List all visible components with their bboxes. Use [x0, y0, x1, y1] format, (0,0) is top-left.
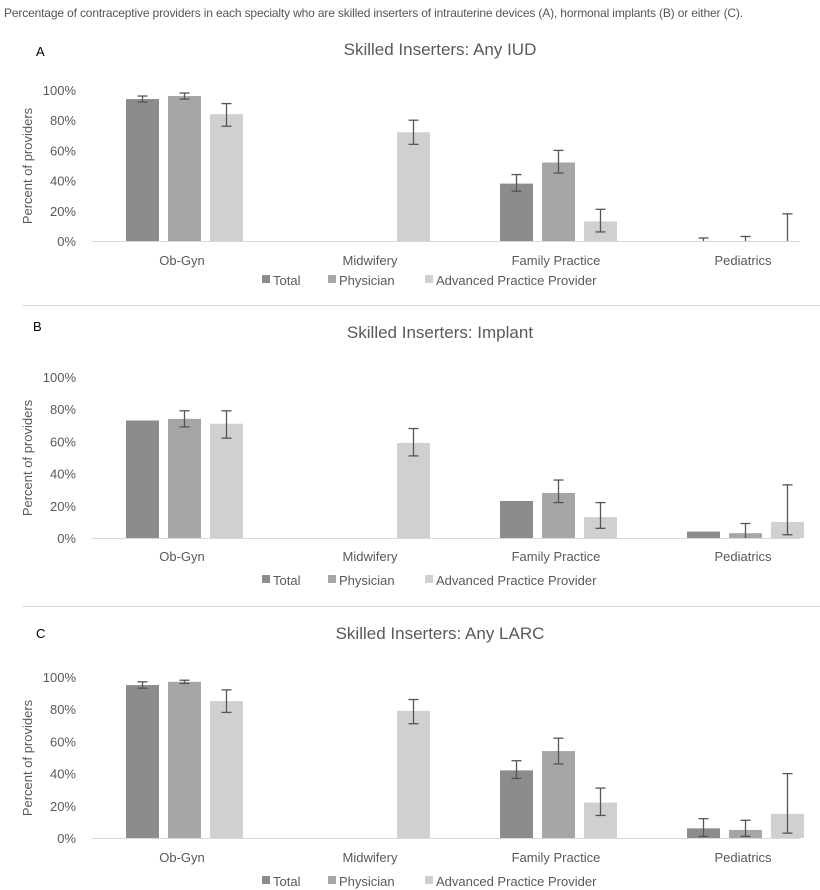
y-tick-label: 20% — [50, 204, 76, 219]
x-tick-label: Family Practice — [512, 850, 601, 865]
bar-physician-ob-gyn — [168, 681, 201, 838]
bar-advanced-practice-provider-midwifery — [397, 443, 430, 538]
x-tick-label: Pediatrics — [714, 850, 772, 865]
legend-swatch-total — [262, 275, 270, 283]
y-tick-label: 100% — [43, 370, 77, 385]
legend-label-advanced-practice-provider: Advanced Practice Provider — [436, 874, 597, 889]
chart-title: Skilled Inserters: Any IUD — [344, 40, 537, 59]
panel-letter: C — [36, 626, 45, 641]
x-tick-label: Pediatrics — [714, 549, 772, 564]
legend-swatch-total — [262, 876, 270, 884]
y-tick-label: 0% — [57, 234, 76, 249]
legend-swatch-physician — [328, 575, 336, 583]
bar-total-ob-gyn — [126, 685, 159, 838]
legend-swatch-advanced-practice-provider — [425, 876, 433, 884]
bar-physician-family-practice — [542, 162, 575, 241]
bar-total-pediatrics — [687, 531, 720, 538]
legend-label-total: Total — [273, 573, 301, 588]
panel-letter: A — [36, 44, 45, 59]
x-tick-label: Midwifery — [343, 253, 398, 268]
y-tick-label: 0% — [57, 831, 76, 846]
legend-swatch-advanced-practice-provider — [425, 575, 433, 583]
bar-advanced-practice-provider-midwifery — [397, 132, 430, 241]
bar-advanced-practice-provider-ob-gyn — [210, 423, 243, 538]
y-axis-label: Percent of providers — [20, 699, 35, 816]
legend-label-physician: Physician — [339, 874, 395, 889]
legend-label-advanced-practice-provider: Advanced Practice Provider — [436, 573, 597, 588]
figure-caption: Percentage of contraceptive providers in… — [4, 6, 743, 20]
legend-label-physician: Physician — [339, 573, 395, 588]
y-tick-label: 40% — [50, 467, 76, 482]
y-tick-label: 40% — [50, 767, 76, 782]
legend-label-advanced-practice-provider: Advanced Practice Provider — [436, 273, 597, 288]
x-tick-label: Family Practice — [512, 549, 601, 564]
x-tick-label: Midwifery — [343, 850, 398, 865]
bar-advanced-practice-provider-ob-gyn — [210, 701, 243, 838]
panel-divider — [22, 606, 820, 607]
y-tick-label: 80% — [50, 402, 76, 417]
panel-letter: B — [33, 319, 42, 334]
y-axis-label: Percent of providers — [20, 399, 35, 516]
legend-swatch-advanced-practice-provider — [425, 275, 433, 283]
y-axis-label: Percent of providers — [20, 107, 35, 224]
bar-total-family-practice — [500, 770, 533, 838]
chart-title: Skilled Inserters: Implant — [347, 323, 533, 342]
legend-swatch-total — [262, 575, 270, 583]
x-tick-label: Ob-Gyn — [159, 253, 205, 268]
bar-total-ob-gyn — [126, 420, 159, 538]
bar-total-family-practice — [500, 183, 533, 241]
y-tick-label: 80% — [50, 113, 76, 128]
x-tick-label: Pediatrics — [714, 253, 772, 268]
legend-label-total: Total — [273, 874, 301, 889]
y-tick-label: 100% — [43, 83, 77, 98]
bar-physician-family-practice — [542, 751, 575, 838]
legend-swatch-physician — [328, 275, 336, 283]
y-tick-label: 60% — [50, 434, 76, 449]
bar-physician-ob-gyn — [168, 96, 201, 241]
y-tick-label: 100% — [43, 670, 77, 685]
bar-total-ob-gyn — [126, 99, 159, 241]
y-tick-label: 0% — [57, 531, 76, 546]
x-tick-label: Midwifery — [343, 549, 398, 564]
y-tick-label: 20% — [50, 499, 76, 514]
y-tick-label: 20% — [50, 799, 76, 814]
y-tick-label: 80% — [50, 702, 76, 717]
x-tick-label: Family Practice — [512, 253, 601, 268]
bar-total-family-practice — [500, 500, 533, 538]
chart-title: Skilled Inserters: Any LARC — [336, 624, 545, 643]
legend-swatch-physician — [328, 876, 336, 884]
x-tick-label: Ob-Gyn — [159, 850, 205, 865]
legend-label-total: Total — [273, 273, 301, 288]
y-tick-label: 40% — [50, 174, 76, 189]
panel-divider — [22, 305, 820, 306]
y-tick-label: 60% — [50, 143, 76, 158]
bar-advanced-practice-provider-ob-gyn — [210, 114, 243, 241]
bar-physician-ob-gyn — [168, 418, 201, 538]
y-tick-label: 60% — [50, 734, 76, 749]
bar-advanced-practice-provider-midwifery — [397, 710, 430, 838]
legend-label-physician: Physician — [339, 273, 395, 288]
x-tick-label: Ob-Gyn — [159, 549, 205, 564]
